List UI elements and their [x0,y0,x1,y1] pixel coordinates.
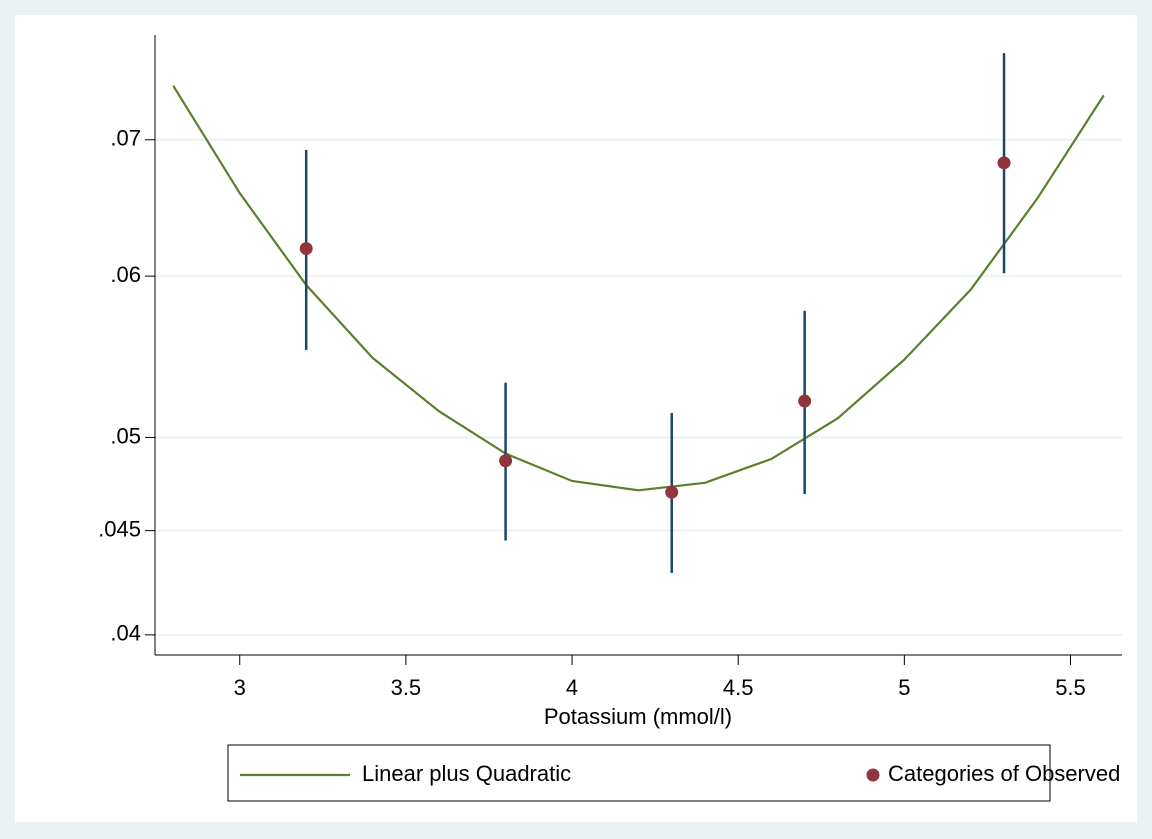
point [665,485,679,499]
x-axis-title: Potassium (mmol/l) [544,704,732,729]
x-tick-label: 4 [566,675,578,700]
legend-box [227,744,1051,802]
point [299,242,313,256]
x-tick-label: 3.5 [391,675,422,700]
legend-label: Categories of Observed [888,761,1120,786]
plot-background [15,15,1137,822]
x-tick-label: 4.5 [723,675,754,700]
fit-line [172,85,1105,492]
y-tick-label: .07 [110,126,141,151]
x-tick-label: 3 [234,675,246,700]
legend-marker-swatch [866,768,880,782]
y-tick-label: .045 [98,516,141,541]
x-tick-label: 5.5 [1055,675,1086,700]
y-tick-label: .05 [110,423,141,448]
y-tick-label: .04 [110,621,141,646]
y-tick-label: .06 [110,262,141,287]
point [499,454,513,468]
point [997,156,1011,170]
legend-label: Linear plus Quadratic [362,761,571,786]
point [798,394,812,408]
x-tick-label: 5 [898,675,910,700]
